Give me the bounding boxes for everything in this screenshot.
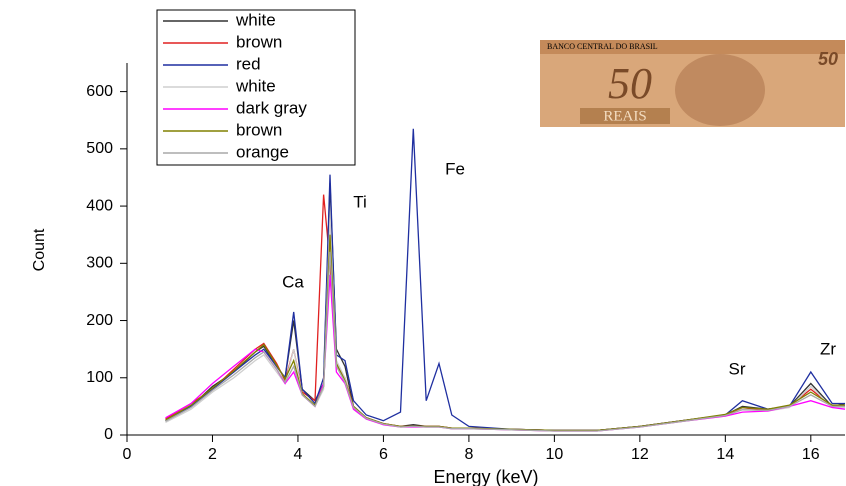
y-tick-label: 100 [86, 369, 113, 386]
x-tick-label: 6 [379, 446, 388, 463]
series-line [165, 183, 846, 432]
inset-text: 50 [818, 49, 838, 69]
y-tick-label: 200 [86, 312, 113, 329]
inset-text: BANCO CENTRAL DO BRASIL [547, 42, 658, 51]
x-tick-label: 14 [716, 446, 734, 463]
x-tick-label: 4 [293, 446, 302, 463]
x-tick-label: 2 [208, 446, 217, 463]
x-tick-label: 8 [464, 446, 473, 463]
legend-label: white [235, 76, 276, 95]
y-tick-label: 500 [86, 140, 113, 157]
x-tick-label: 0 [123, 446, 132, 463]
legend-label: dark gray [236, 98, 307, 117]
x-tick-label: 16 [802, 446, 820, 463]
y-axis-label: Count [31, 228, 48, 271]
x-axis-label: Energy (keV) [433, 467, 538, 486]
peak-label: Fe [445, 159, 465, 178]
legend-label: orange [236, 142, 289, 161]
peak-label: Zr [820, 339, 836, 358]
peak-label: Sr [729, 359, 746, 378]
peak-label: Ti [353, 192, 367, 211]
y-tick-label: 300 [86, 255, 113, 272]
y-tick-label: 400 [86, 197, 113, 214]
banknote-ribbon [580, 108, 670, 124]
series-line [165, 194, 845, 432]
inset-banknote [540, 40, 845, 127]
series-line [165, 128, 845, 432]
banknote-band [540, 40, 845, 54]
series-line [165, 251, 845, 432]
peak-label: Ca [282, 272, 304, 291]
banknote-face [675, 54, 765, 126]
series-line [165, 217, 845, 432]
legend-label: brown [236, 120, 282, 139]
inset-text: 50 [608, 59, 652, 108]
legend-label: brown [236, 32, 282, 51]
legend-label: white [235, 10, 276, 29]
y-tick-label: 0 [104, 426, 113, 443]
legend-label: red [236, 54, 261, 73]
inset-text: REAIS [603, 108, 646, 124]
x-tick-label: 10 [545, 446, 563, 463]
x-tick-label: 12 [631, 446, 649, 463]
y-tick-label: 600 [86, 83, 113, 100]
